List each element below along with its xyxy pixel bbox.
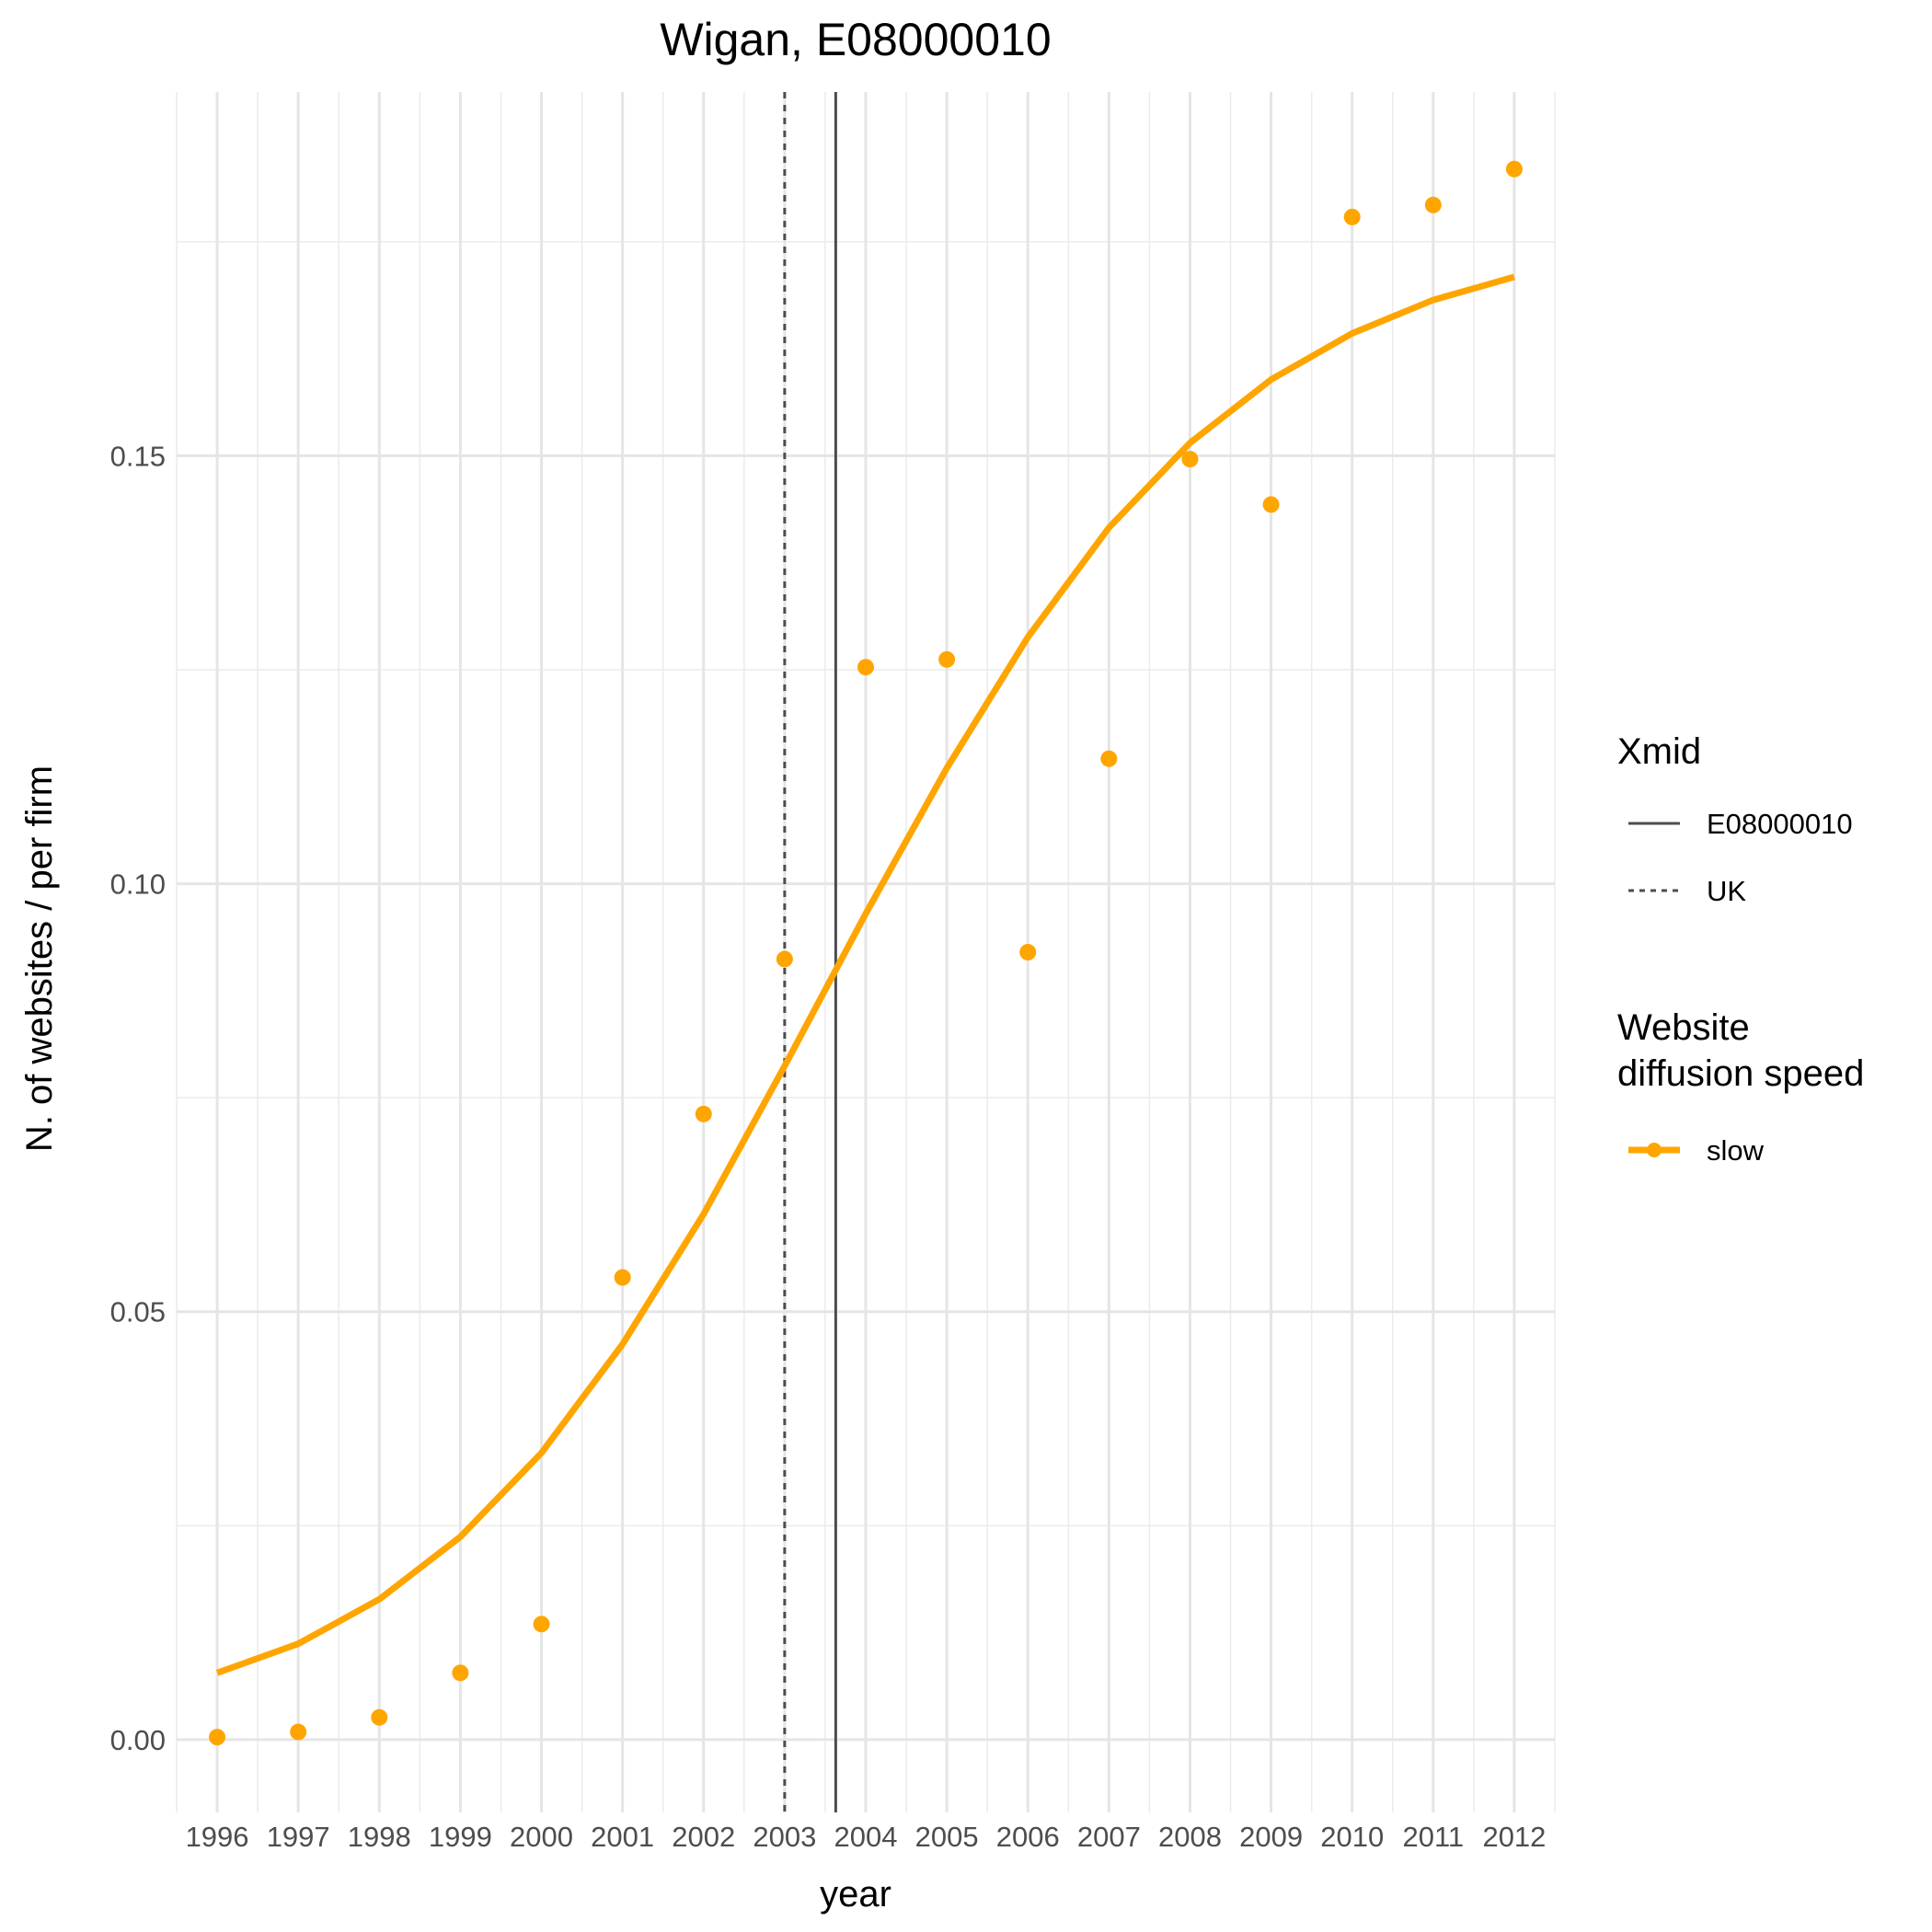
data-point bbox=[614, 1269, 631, 1286]
grid-major bbox=[177, 92, 1555, 1812]
x-tick-label: 2005 bbox=[915, 1821, 979, 1853]
x-tick-label: 2001 bbox=[591, 1821, 654, 1853]
x-tick-label: 1996 bbox=[186, 1821, 249, 1853]
data-point bbox=[533, 1616, 550, 1633]
y-tick-label: 0.00 bbox=[110, 1724, 166, 1756]
legend-speed-title-line-1: Website bbox=[1617, 1007, 1750, 1048]
data-point bbox=[452, 1664, 469, 1682]
x-tick-label: 2009 bbox=[1239, 1821, 1303, 1853]
chart-title: Wigan, E08000010 bbox=[660, 14, 1051, 65]
x-tick-label: 2004 bbox=[834, 1821, 898, 1853]
legend-label-uk: UK bbox=[1707, 875, 1746, 907]
x-tick-label: 2007 bbox=[1077, 1821, 1141, 1853]
data-point bbox=[1505, 160, 1523, 178]
x-tick-label: 2008 bbox=[1158, 1821, 1222, 1853]
legend: Xmid E08000010 UK Website diffusion spee… bbox=[1617, 731, 1864, 1167]
x-tick-label: 2003 bbox=[753, 1821, 816, 1853]
data-point bbox=[1424, 196, 1442, 213]
legend-label-slow: slow bbox=[1707, 1134, 1765, 1167]
data-point bbox=[1343, 208, 1361, 225]
data-points bbox=[209, 160, 1523, 1746]
data-point bbox=[1100, 750, 1118, 767]
data-point bbox=[857, 659, 874, 676]
data-point bbox=[776, 950, 793, 968]
data-point bbox=[209, 1729, 226, 1746]
legend-label-e08000010: E08000010 bbox=[1707, 808, 1853, 840]
data-point bbox=[1181, 451, 1199, 468]
data-point bbox=[1019, 944, 1037, 960]
x-axis-ticks: 1996 1997 1998 1999 2000 2001 2002 2003 2004 2005… bbox=[186, 1821, 1547, 1853]
x-tick-label: 2000 bbox=[510, 1821, 573, 1853]
y-axis-title: N. of websites / per firm bbox=[19, 765, 60, 1152]
data-point bbox=[290, 1723, 307, 1741]
x-tick-label: 2011 bbox=[1402, 1821, 1464, 1853]
legend-speed-title-line-2: diffusion speed bbox=[1617, 1053, 1864, 1094]
x-tick-label: 2002 bbox=[672, 1821, 735, 1853]
fitted-line-slow bbox=[215, 273, 1515, 1676]
y-tick-label: 0.10 bbox=[110, 868, 166, 901]
legend-xmid-title: Xmid bbox=[1617, 731, 1701, 772]
x-tick-label: 1998 bbox=[348, 1821, 411, 1853]
y-tick-label: 0.05 bbox=[110, 1296, 166, 1328]
y-axis-ticks: 0.00 0.05 0.10 0.15 bbox=[110, 440, 166, 1756]
fitted-curves bbox=[215, 273, 1515, 1676]
legend-key-slow-point bbox=[1647, 1143, 1662, 1157]
x-tick-label: 2006 bbox=[996, 1821, 1060, 1853]
x-tick-label: 1997 bbox=[267, 1821, 330, 1853]
data-point bbox=[371, 1708, 388, 1726]
grid-minor bbox=[176, 92, 1556, 1812]
data-point bbox=[938, 650, 956, 668]
x-tick-label: 2010 bbox=[1320, 1821, 1384, 1853]
data-point bbox=[695, 1105, 712, 1122]
x-tick-label: 1999 bbox=[429, 1821, 492, 1853]
y-tick-label: 0.15 bbox=[110, 440, 166, 472]
data-point bbox=[1262, 496, 1280, 513]
x-axis-title: year bbox=[820, 1874, 891, 1915]
reference-lines bbox=[783, 92, 837, 1812]
x-tick-label: 2012 bbox=[1482, 1821, 1546, 1853]
